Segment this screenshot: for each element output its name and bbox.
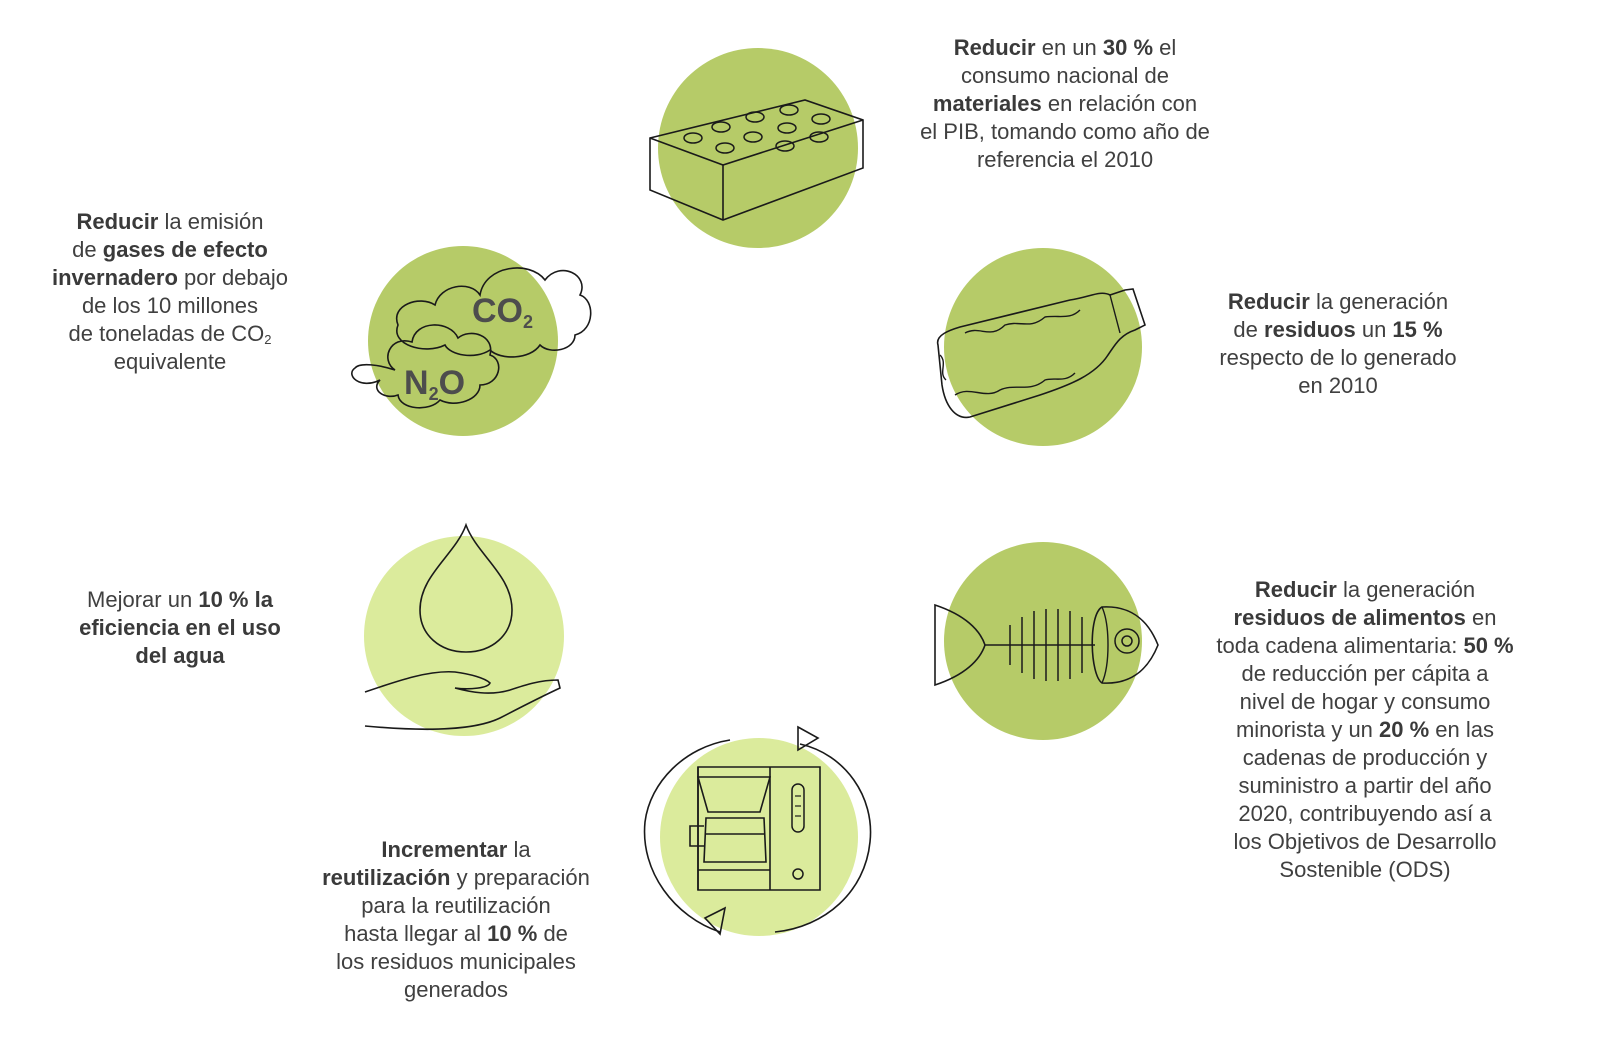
reuse-circle (660, 738, 858, 936)
ghg-text: Reducir la emisión de gases de efecto in… (51, 209, 289, 374)
materials-circle (658, 48, 858, 248)
clouds-icon (340, 250, 600, 420)
n2o-label: N2O (404, 364, 466, 404)
fish-bone-icon (930, 595, 1165, 695)
water-text: Mejorar un 10 % la eficiencia en el uso … (79, 587, 281, 668)
waste-text: Reducir la generación de residuos un 15 … (1219, 289, 1457, 398)
food-circle (944, 542, 1142, 740)
bottle-icon (930, 285, 1155, 425)
water-drop-hand-icon (360, 520, 570, 735)
brick-icon (645, 90, 870, 225)
waste-circle (944, 248, 1142, 446)
reuse-text: Incrementar la reutilización y preparaci… (322, 837, 590, 1002)
food-text: Reducir la generación residuos de alimen… (1216, 577, 1514, 882)
coffee-maker-recycle-icon (640, 722, 880, 942)
co2-label: CO2 (472, 292, 534, 332)
materials-text: Reducir en un 30 % el consumo nacional d… (920, 35, 1210, 172)
